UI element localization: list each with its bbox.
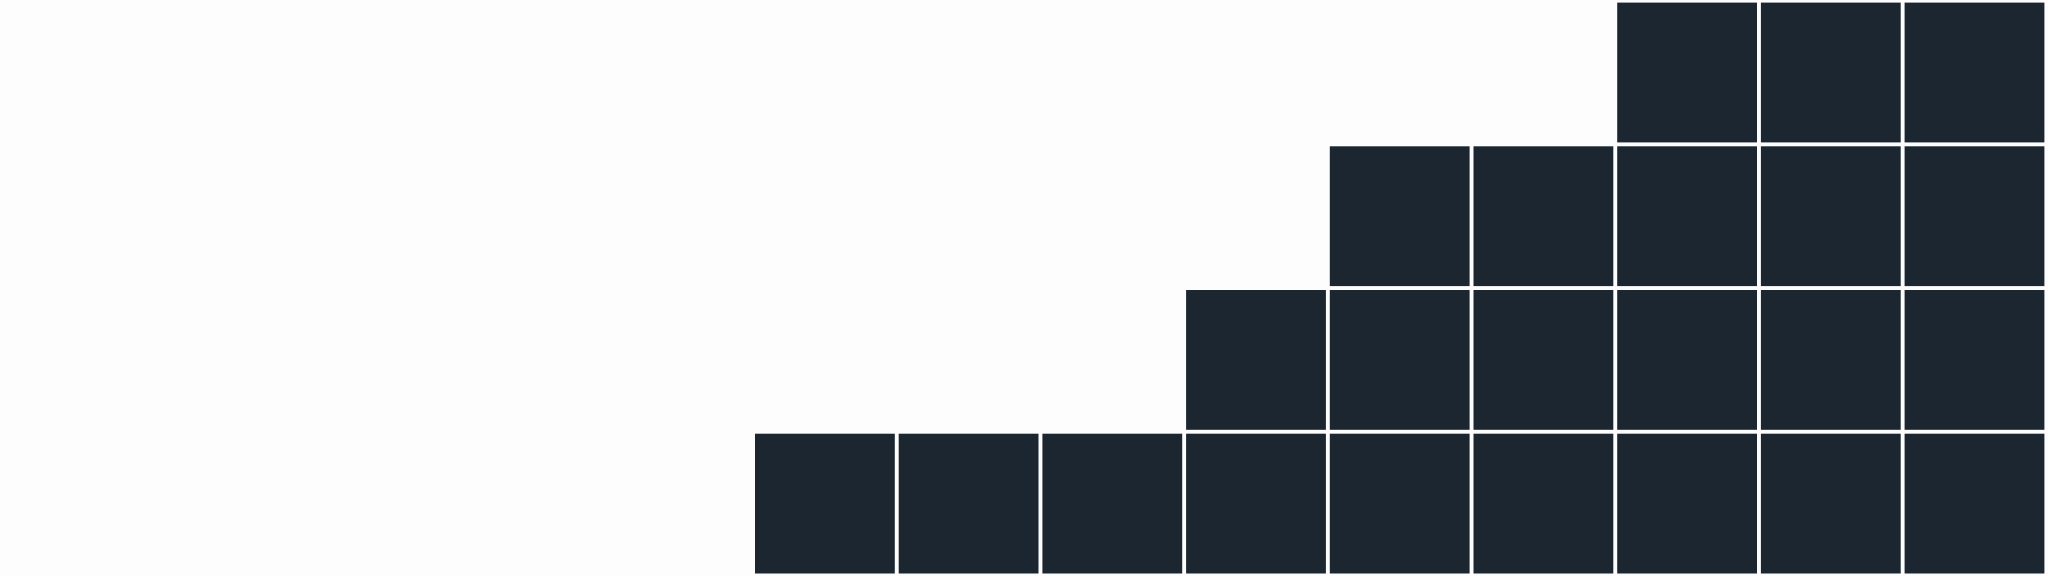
- tile: [1329, 433, 1470, 574]
- tile: [755, 433, 895, 574]
- tile: [1904, 2, 2045, 143]
- tile: [1760, 2, 1901, 143]
- tile: [1617, 433, 1757, 574]
- tile: [1904, 433, 2045, 574]
- tile: [1473, 290, 1614, 430]
- tile: [1329, 146, 1470, 287]
- tile: [1760, 146, 1901, 287]
- tile: [1904, 146, 2045, 287]
- tile: [1473, 433, 1614, 574]
- tile: [1617, 290, 1757, 430]
- tile: [1617, 146, 1757, 287]
- tile: [1760, 290, 1901, 430]
- tile: [1473, 146, 1614, 287]
- tile: [1904, 290, 2045, 430]
- tile: [1186, 433, 1326, 574]
- tile: [1186, 290, 1326, 430]
- tile: [1760, 433, 1901, 574]
- tile: [1329, 290, 1470, 430]
- tile: [898, 433, 1039, 574]
- tile: [1042, 433, 1183, 574]
- tile: [1617, 2, 1757, 143]
